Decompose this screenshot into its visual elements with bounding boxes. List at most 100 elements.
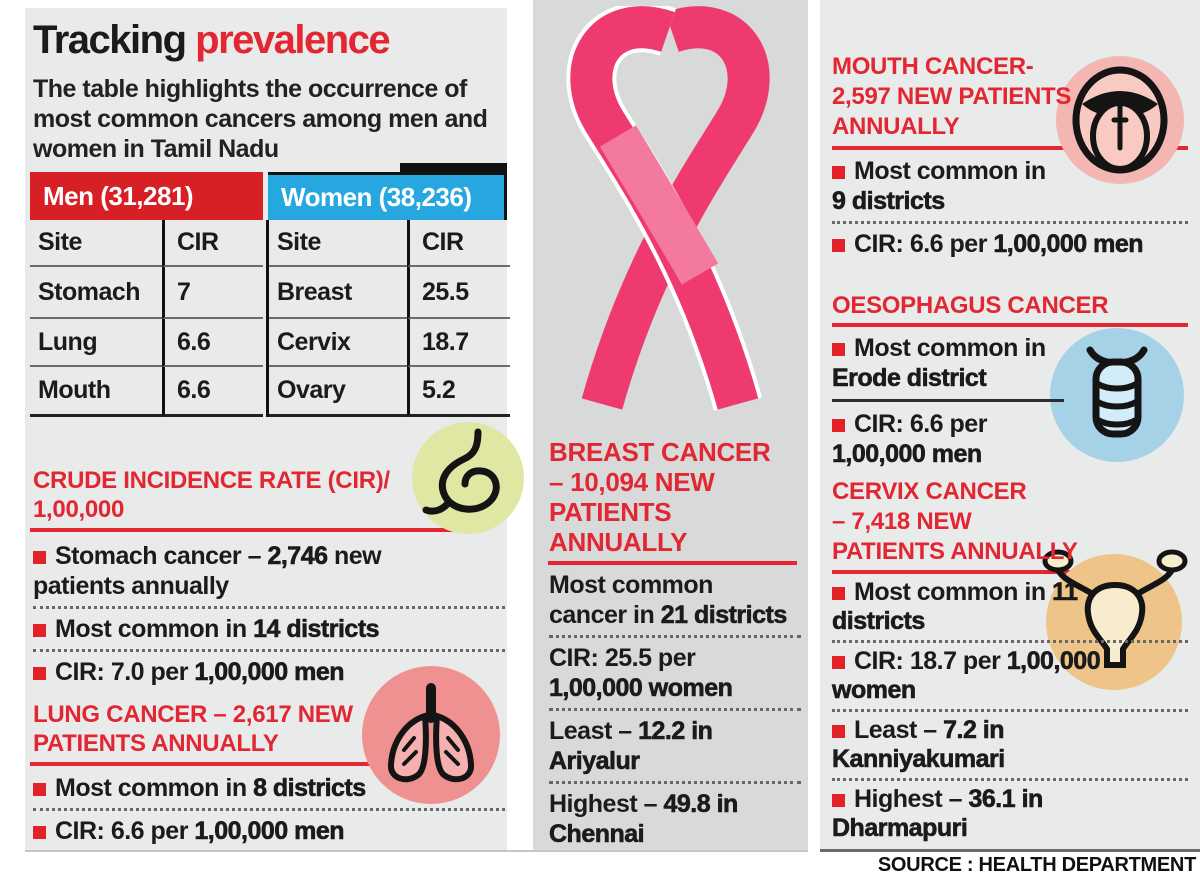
title-red-part: prevalence	[195, 18, 391, 62]
heading-line: CERVIX CANCER	[832, 478, 1027, 505]
subtitle-line: The table highlights the occurrence of	[33, 75, 467, 103]
fact-line: Most common in	[832, 156, 1188, 186]
bullet-square-icon	[832, 587, 845, 600]
bullet-square-icon	[832, 656, 845, 669]
section-heading-mouth: MOUTH CANCER- 2,597 NEW PATIENTS ANNUALL…	[832, 52, 1071, 142]
subtitle-line: most common cancers among men and	[33, 105, 488, 133]
fact-line: Kanniyakumari	[832, 745, 1006, 774]
table-cell: 6.6	[162, 367, 263, 417]
fact-line: Most common in	[832, 333, 1188, 363]
bottom-rule-dark	[820, 849, 1200, 852]
fact-line: CIR: 6.6 per 1,00,000 men	[33, 816, 505, 846]
fact-line: 9 districts	[832, 187, 946, 216]
source-credit: SOURCE : HEALTH DEPARTMENT	[877, 854, 1196, 876]
table-cell: Stomach	[30, 267, 162, 319]
dotted-separator	[33, 649, 505, 652]
fact-line: Most common in 8 districts	[33, 773, 505, 803]
subtitle: The table highlights the occurrence of m…	[33, 74, 488, 164]
bullet-square-icon	[33, 667, 46, 680]
bullet-square-icon	[33, 624, 46, 637]
column-header-site: Site	[30, 220, 162, 267]
table-cell: 18.7	[407, 319, 510, 367]
fact-line: CIR: 18.7 per 1,00,000	[832, 647, 1188, 676]
breast-facts-list: Most common cancer in 21 districts CIR: …	[549, 570, 801, 849]
fact-line: Highest – 49.8 in	[549, 790, 739, 819]
table-header-step-decoration	[400, 163, 507, 173]
table-cell: 6.6	[162, 319, 263, 367]
uterus-icon	[1036, 545, 1194, 695]
fact-line: Least – 7.2 in	[832, 716, 1188, 745]
dotted-separator	[549, 781, 801, 784]
fact-line: Most common	[549, 571, 713, 599]
table-cell: 5.2	[407, 367, 510, 417]
fact-line: CIR: 6.6 per 1,00,000 men	[832, 229, 1188, 259]
pink-ribbon-icon	[548, 6, 793, 434]
bullet-square-icon	[33, 783, 46, 796]
heading-line: PATIENTS	[549, 497, 672, 527]
red-underline	[30, 762, 375, 766]
bullet-square-icon	[832, 794, 845, 807]
fact-line: patients annually	[33, 572, 229, 600]
table-cell: 25.5	[407, 267, 510, 319]
fact-line: CIR: 25.5 per	[549, 644, 696, 672]
fact-line: CIR: 6.6 per	[832, 409, 1188, 439]
men-table-header: Men (31,281)	[30, 172, 263, 220]
fact-line: CIR: 7.0 per 1,00,000 men	[33, 657, 505, 687]
bullet-square-icon	[832, 725, 845, 738]
column-header-site: Site	[269, 220, 407, 267]
subtitle-line: women in Tamil Nadu	[33, 135, 279, 163]
fact-line: Stomach cancer – 2,746 new	[33, 541, 505, 571]
fact-line: Most common in 14 districts	[33, 614, 505, 644]
cir-facts-list: Stomach cancer – 2,746 new patients annu…	[33, 541, 505, 687]
dotted-separator	[832, 778, 1188, 781]
dotted-separator	[33, 606, 505, 609]
red-underline	[548, 561, 797, 565]
column-header-cir: CIR	[162, 220, 263, 267]
section-heading-oesophagus: OESOPHAGUS CANCER	[832, 291, 1109, 320]
section-heading-cir: CRUDE INCIDENCE RATE (CIR)/ 1,00,000	[33, 466, 390, 524]
heading-line: 2,597 NEW PATIENTS	[832, 83, 1072, 110]
heading-line: ANNUALLY	[832, 113, 960, 140]
cervix-facts-list: Most common in 11 districts CIR: 18.7 pe…	[832, 578, 1188, 843]
fact-line: Most common in 11	[832, 578, 1188, 607]
heading-line: BREAST CANCER	[549, 437, 771, 467]
section-heading-lung: LUNG CANCER – 2,617 NEW PATIENTS ANNUALL…	[33, 700, 353, 758]
oesophagus-icon	[1050, 328, 1184, 462]
heading-line: – 10,094 NEW	[549, 467, 715, 497]
heading-line: LUNG CANCER – 2,617 NEW	[33, 701, 353, 728]
dotted-separator	[549, 708, 801, 711]
heading-line: ANNUALLY	[549, 527, 688, 557]
men-table: Site CIR Stomach 7 Lung 6.6 Mouth 6.6	[30, 220, 263, 417]
heading-line: PATIENTS ANNUALLY	[33, 730, 279, 757]
fact-line: 1,00,000 men	[832, 440, 983, 469]
table-cell: Mouth	[30, 367, 162, 417]
solid-separator	[832, 399, 1064, 402]
bullet-square-icon	[832, 419, 845, 432]
table-cell: Lung	[30, 319, 162, 367]
stomach-icon	[412, 422, 524, 534]
title-black-part: Tracking	[33, 18, 187, 62]
red-underline	[832, 146, 1188, 150]
bullet-square-icon	[832, 343, 845, 356]
page-title: Tracking prevalence	[33, 18, 391, 63]
fact-line: Highest – 36.1 in	[832, 785, 1188, 814]
dotted-separator	[832, 221, 1188, 224]
mouth-icon	[1056, 56, 1184, 184]
red-underline	[30, 528, 470, 532]
table-cell: 7	[162, 267, 263, 319]
section-heading-cervix: CERVIX CANCER – 7,418 NEW PATIENTS ANNUA…	[832, 477, 1078, 567]
women-table-header: Women (38,236)	[268, 172, 507, 220]
fact-line: Ariyalur	[549, 747, 641, 776]
fact-line: Erode district	[832, 364, 987, 393]
lungs-icon	[362, 666, 500, 804]
fact-line: Chennai	[549, 820, 645, 849]
heading-line: PATIENTS ANNUALLY	[832, 538, 1078, 565]
table-cell: Ovary	[269, 367, 407, 417]
oesophagus-facts-list: Most common in Erode district CIR: 6.6 p…	[832, 333, 1188, 469]
dotted-separator	[549, 635, 801, 638]
dotted-separator	[832, 640, 1188, 643]
fact-line: Least – 12.2 in	[549, 717, 713, 746]
heading-line: 1,00,000	[33, 496, 125, 523]
table-cell: Cervix	[269, 319, 407, 367]
bullet-square-icon	[33, 826, 46, 839]
